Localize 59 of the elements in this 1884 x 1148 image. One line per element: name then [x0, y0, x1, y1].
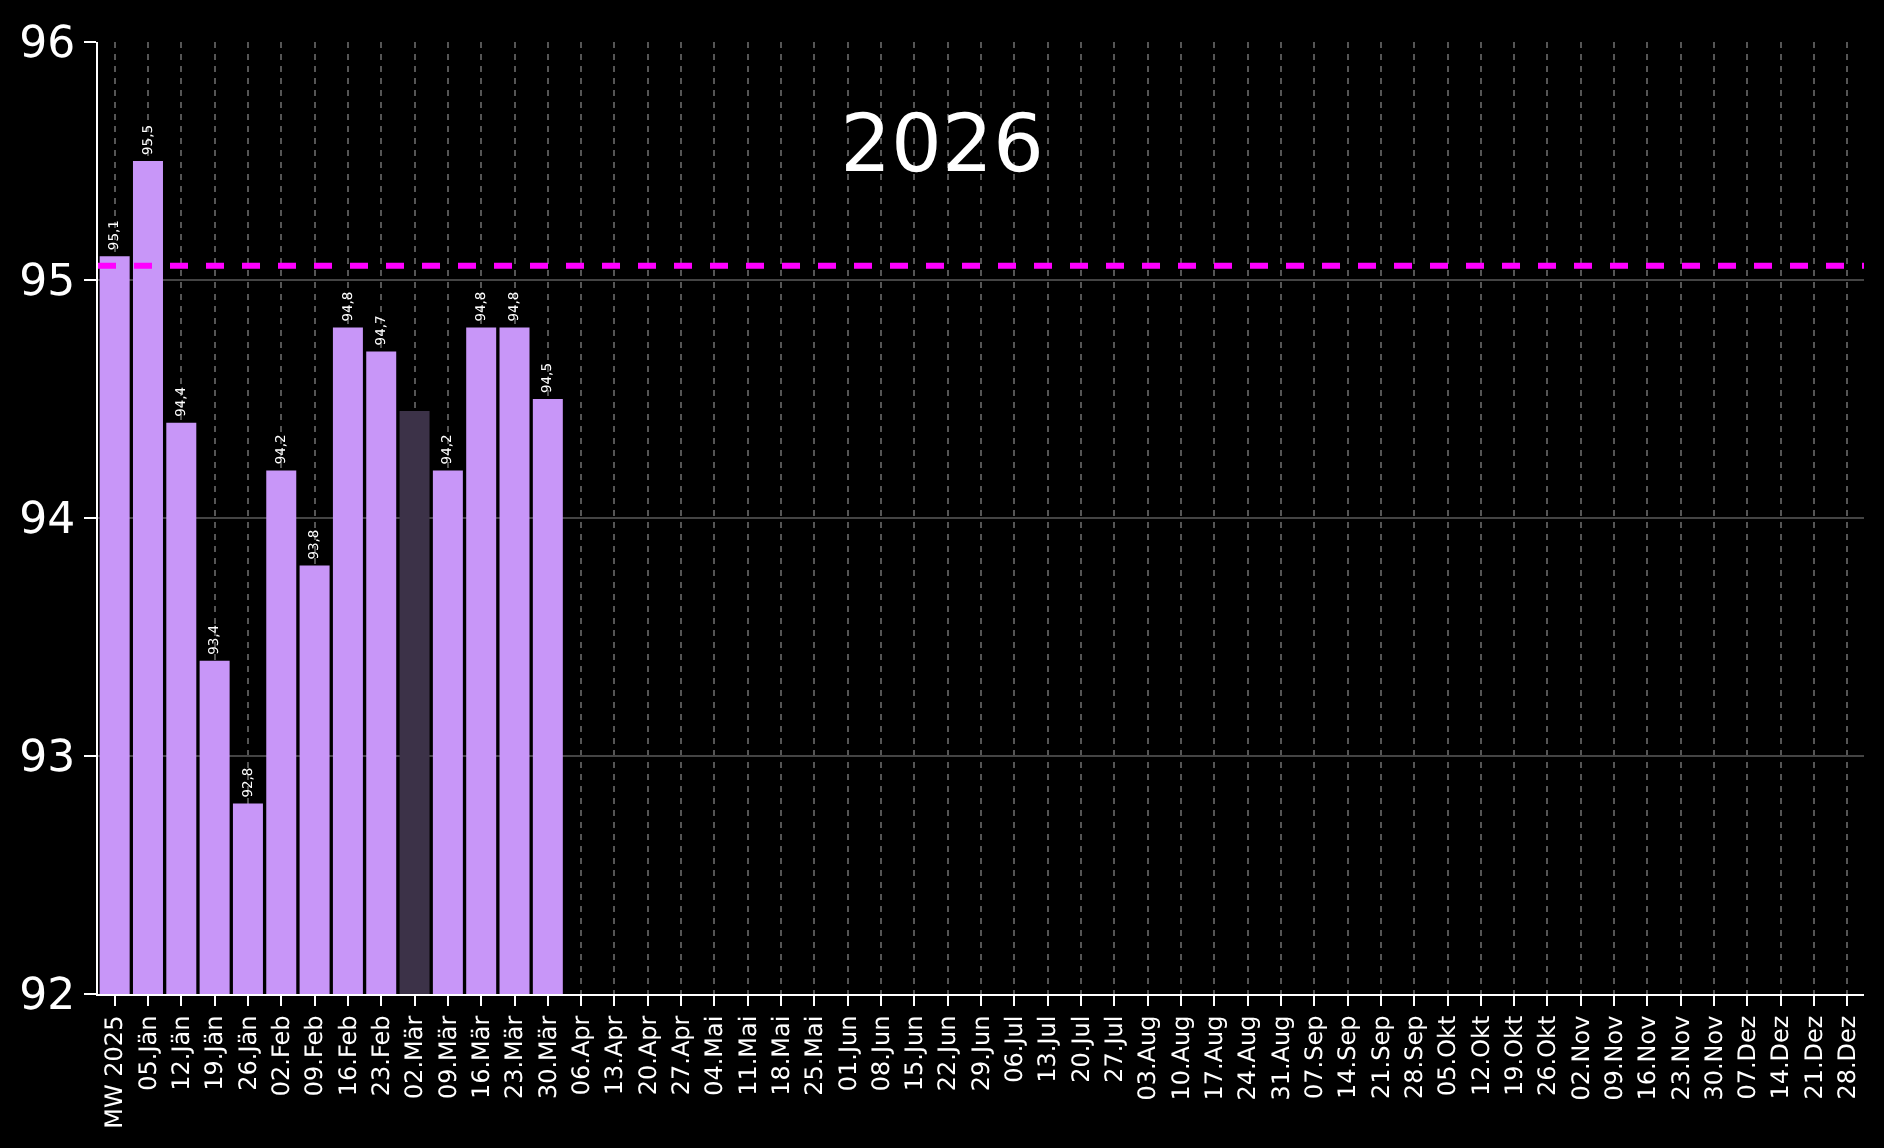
x-tick-label: 12.Jän	[167, 1015, 196, 1091]
x-tick-label: 02.Feb	[267, 1015, 296, 1097]
x-tick-label: 01.Jun	[833, 1015, 862, 1092]
x-tick-label: 04.Mai	[700, 1015, 729, 1096]
x-tick-label: 16.Mär	[466, 1015, 495, 1100]
x-tick-label: 25.Mai	[800, 1015, 829, 1096]
x-tick-label: 27.Jul	[1100, 1015, 1129, 1083]
x-tick-label: 17.Aug	[1200, 1015, 1229, 1101]
x-tick-label: 21.Sep	[1366, 1015, 1395, 1100]
x-tick-label: 07.Dez	[1733, 1015, 1762, 1100]
x-tick-label: 03.Aug	[1133, 1015, 1162, 1101]
x-tick-label: 18.Mai	[766, 1015, 795, 1096]
x-tick-label: 23.Mär	[500, 1015, 529, 1100]
x-tick-label: 30.Mär	[533, 1015, 562, 1100]
x-tick-label: 14.Sep	[1333, 1015, 1362, 1100]
x-tick-label: 26.Okt	[1533, 1015, 1562, 1096]
x-tick-label: 05.Jän	[133, 1015, 162, 1091]
x-tick-label: 02.Mär	[400, 1015, 429, 1100]
x-tick-label: 26.Jän	[233, 1015, 262, 1091]
y-tick-label: 92	[19, 971, 76, 1022]
x-tick-label: 13.Jul	[1033, 1015, 1062, 1083]
x-tick-label: 31.Aug	[1266, 1015, 1295, 1101]
x-tick-label: 24.Aug	[1233, 1015, 1262, 1101]
y-tick-label: 95	[19, 257, 76, 308]
x-tick-label: 21.Dez	[1799, 1015, 1828, 1100]
x-tick-label: 02.Nov	[1566, 1015, 1595, 1101]
x-tick-label: 09.Mär	[433, 1015, 462, 1100]
x-tick-label: 22.Jun	[933, 1015, 962, 1092]
x-tick-label: 19.Jän	[200, 1015, 229, 1091]
x-tick-label: 06.Jul	[1000, 1015, 1029, 1083]
x-tick-label: 07.Sep	[1300, 1015, 1328, 1100]
x-tick-label: 09.Feb	[300, 1015, 329, 1097]
x-tick-label: 19.Okt	[1499, 1015, 1528, 1096]
y-tick-label: 94	[19, 495, 76, 546]
y-tick-label: 93	[19, 733, 76, 784]
y-tick-label: 96	[19, 19, 76, 70]
x-tick-label: 05.Okt	[1433, 1015, 1462, 1096]
x-tick-label: 14.Dez	[1766, 1015, 1795, 1100]
x-tick-label: 11.Mai	[733, 1015, 762, 1096]
x-tick-label: 09.Nov	[1599, 1015, 1628, 1101]
x-tick-label: 28.Dez	[1833, 1015, 1862, 1100]
x-tick-label: 10.Aug	[1166, 1015, 1195, 1101]
x-tick-label: 27.Apr	[666, 1015, 695, 1096]
text: 2026	[840, 98, 1044, 191]
x-tick-label: 16.Feb	[333, 1015, 362, 1097]
x-tick-label: 08.Jun	[866, 1015, 895, 1092]
x-tick-label: 20.Jul	[1066, 1015, 1095, 1083]
x-tick-label: 16.Nov	[1633, 1015, 1662, 1101]
x-tick-label: 30.Nov	[1699, 1015, 1728, 1101]
x-tick-label: 20.Apr	[633, 1015, 662, 1096]
x-tick-label: 06.Apr	[566, 1015, 595, 1096]
x-tick-label: 23.Nov	[1666, 1015, 1695, 1101]
x-tick-label: 29.Jun	[966, 1015, 995, 1092]
x-tick-label: 15.Jun	[900, 1015, 929, 1092]
x-tick-label: 28.Sep	[1399, 1015, 1428, 1100]
x-tick-label: 13.Apr	[600, 1015, 629, 1096]
x-tick-label: MW 2025	[100, 1015, 129, 1129]
x-tick-label: 12.Okt	[1466, 1015, 1495, 1096]
x-tick-label: 23.Feb	[367, 1015, 396, 1097]
